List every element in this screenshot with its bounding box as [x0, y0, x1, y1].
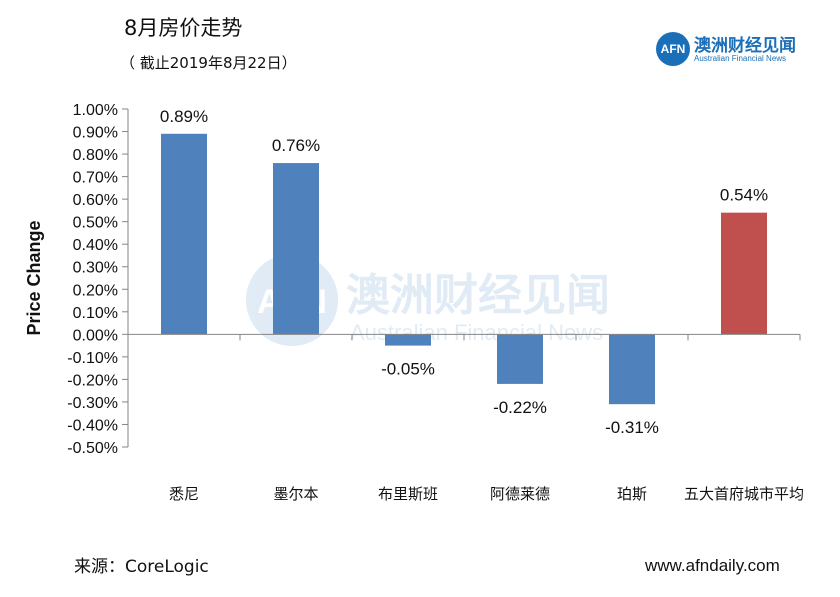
- bar-value-label: -0.22%: [493, 398, 547, 417]
- bar-value-label: -0.05%: [381, 360, 435, 379]
- x-category-label: 阿德莱德: [490, 485, 550, 503]
- x-category-label: 五大首府城市平均: [684, 486, 804, 503]
- y-axis: 1.00% 0.90% 0.80% 0.70% 0.60% 0.50% 0.40% 0.30%…: [67, 102, 128, 457]
- bar: [497, 334, 543, 384]
- y-tick-label: 0.40%: [73, 237, 118, 254]
- y-tick-label: 0.50%: [73, 215, 118, 232]
- x-category-label: 布里斯班: [378, 486, 438, 503]
- y-tick-label: -0.40%: [67, 417, 118, 434]
- bar-value-label: -0.31%: [605, 418, 659, 437]
- bar-value-label: 0.76%: [272, 136, 320, 155]
- y-axis-label: Price Change: [24, 220, 44, 335]
- y-tick-label: 0.30%: [73, 260, 118, 277]
- x-category-label: 墨尔本: [273, 486, 318, 503]
- bar-value-label: 0.89%: [160, 107, 208, 126]
- bar: [721, 213, 767, 335]
- y-tick-label: 0.90%: [73, 125, 118, 142]
- y-tick-label: -0.20%: [67, 372, 118, 389]
- x-axis: 悉尼 墨尔本 布里斯班 阿德莱德 珀斯 五大首府城市平均: [128, 334, 804, 503]
- source-note: 来源：CoreLogic: [74, 552, 209, 577]
- y-tick-label: -0.10%: [67, 350, 118, 367]
- y-tick-label: 0.00%: [73, 327, 118, 344]
- y-tick-label: 0.60%: [73, 192, 118, 209]
- y-tick-label: 0.10%: [73, 305, 118, 322]
- y-tick-label: 0.80%: [73, 147, 118, 164]
- bar: [273, 163, 319, 334]
- bar: [161, 134, 207, 335]
- x-category-label: 悉尼: [169, 486, 199, 503]
- y-tick-label: 0.20%: [73, 282, 118, 299]
- y-tick-label: -0.50%: [67, 440, 118, 457]
- y-tick-label: -0.30%: [67, 395, 118, 412]
- y-tick-label: 1.00%: [73, 102, 118, 119]
- bar-value-label: 0.54%: [720, 186, 768, 205]
- x-category-label: 珀斯: [617, 486, 647, 503]
- website-link[interactable]: www.afndaily.com: [645, 556, 780, 576]
- watermark-name-cn: 澳洲财经见闻: [346, 271, 610, 320]
- y-tick-label: 0.70%: [73, 170, 118, 187]
- bar: [609, 334, 655, 404]
- bar: [385, 334, 431, 345]
